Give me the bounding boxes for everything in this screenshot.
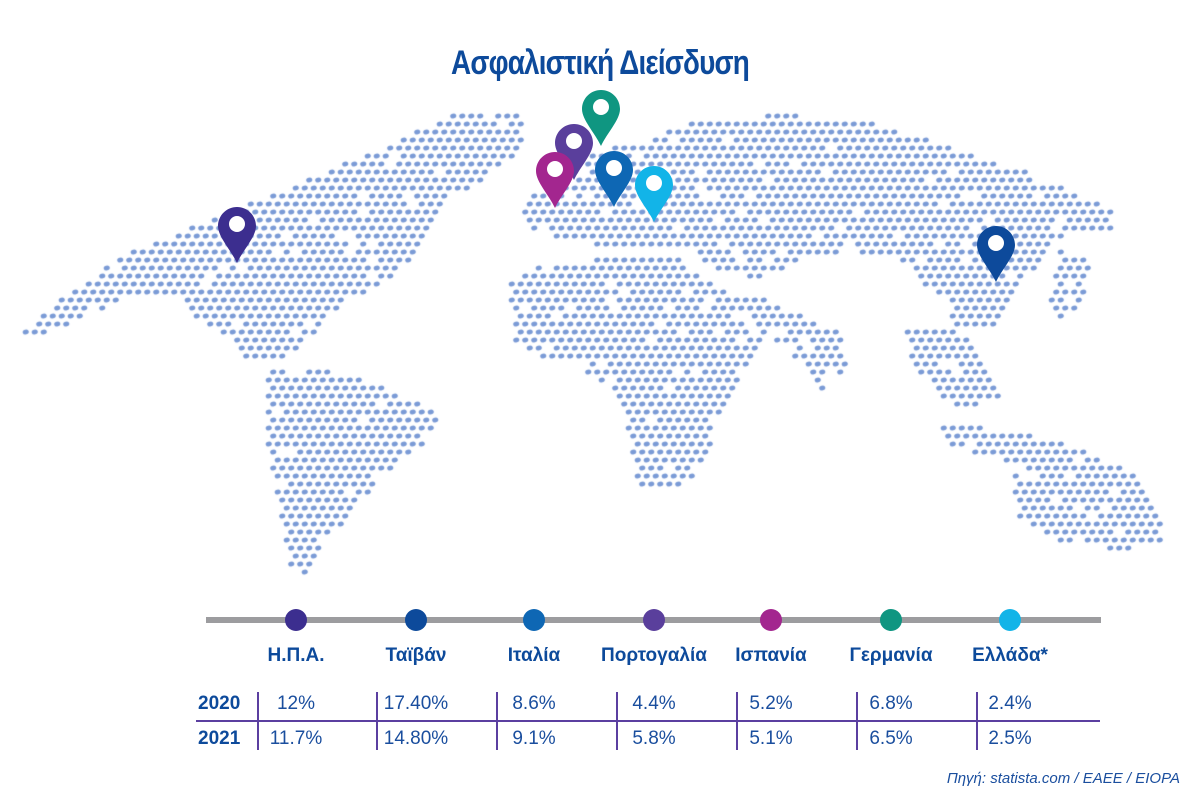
table-cell: 5.8% xyxy=(632,728,676,749)
table-cell: 4.4% xyxy=(632,693,676,714)
map-pin-icon xyxy=(555,124,593,180)
table-cell: 2.5% xyxy=(988,728,1032,749)
table-cell: 14.80% xyxy=(383,728,449,749)
table-cell: 8.6% xyxy=(512,693,556,714)
table-cell: 11.7% xyxy=(269,728,323,749)
table-column-separator xyxy=(496,692,498,750)
legend-dot xyxy=(760,609,782,631)
legend-dot xyxy=(880,609,902,631)
source-note: Πηγή: statista.com / ΕΑΕΕ / EIOPA xyxy=(946,770,1180,787)
country-label: Ελλάδα* xyxy=(972,645,1048,666)
year-label: 2020 xyxy=(198,693,241,714)
country-label: Η.Π.Α. xyxy=(267,645,325,666)
map-pin-icon xyxy=(635,166,673,222)
country-label: Γερμανία xyxy=(849,645,933,666)
map-pin-icon xyxy=(977,226,1015,282)
table-cell: 2.4% xyxy=(988,693,1032,714)
table-cell: 5.2% xyxy=(749,693,793,714)
country-label: Πορτογαλία xyxy=(601,645,707,666)
table-column-separator xyxy=(736,692,738,750)
legend-dot xyxy=(523,609,545,631)
country-label: Ταϊβάν xyxy=(385,645,447,666)
legend-dot xyxy=(999,609,1021,631)
table-cell: 5.1% xyxy=(749,728,793,749)
table-column-separator xyxy=(257,692,259,750)
table-cell: 12% xyxy=(276,693,316,714)
legend-dot xyxy=(643,609,665,631)
table-cell: 6.5% xyxy=(869,728,913,749)
country-label: Ιταλία xyxy=(507,645,561,666)
table-cell: 6.8% xyxy=(869,693,913,714)
map-pin-icon xyxy=(582,90,620,146)
map-pin-icon xyxy=(218,207,256,263)
table-cell: 9.1% xyxy=(512,728,556,749)
table-column-separator xyxy=(376,692,378,750)
table-cell: 17.40% xyxy=(383,693,449,714)
table-column-separator xyxy=(856,692,858,750)
table-column-separator xyxy=(976,692,978,750)
table-column-separator xyxy=(616,692,618,750)
country-label: Ισπανία xyxy=(735,645,807,666)
map-pin-icon xyxy=(595,151,633,207)
map-pin-icon xyxy=(536,152,574,208)
legend-dot xyxy=(285,609,307,631)
legend-dot xyxy=(405,609,427,631)
year-label: 2021 xyxy=(198,728,241,749)
table-row-separator xyxy=(196,720,1100,722)
